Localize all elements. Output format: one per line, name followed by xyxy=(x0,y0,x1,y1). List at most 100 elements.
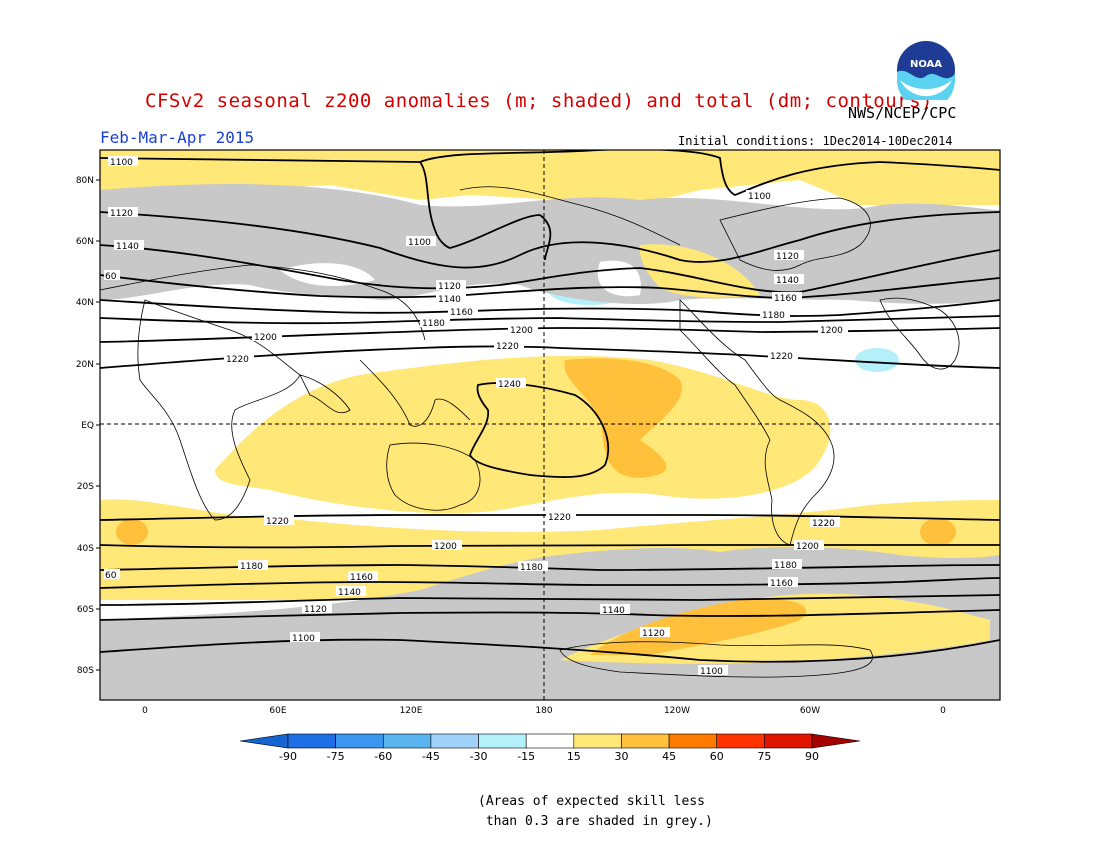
contour-label-60-north: 60 xyxy=(105,272,117,282)
noaa-logo-icon: NOAA xyxy=(897,41,955,100)
initial-conditions-label: Initial conditions: 1Dec2014-10Dec2014 xyxy=(678,134,953,148)
anomaly-region-pacific-high xyxy=(564,358,682,478)
colorbar-tick-label: -15 xyxy=(517,750,535,763)
lat-label-80s: 80S xyxy=(77,666,94,676)
lat-axis: 80N 60N 40N 20N EQ 20S 40S 60S 80S xyxy=(76,176,100,676)
lon-label-180: 180 xyxy=(535,706,552,716)
colorbar-arrow-low xyxy=(239,733,289,749)
contour-label-1160-a: 1160 xyxy=(450,308,473,318)
colorbar-tick-label: 45 xyxy=(662,750,676,763)
contour-label-1120-a: 1120 xyxy=(110,209,133,219)
contour-label-1120-b: 1120 xyxy=(438,282,461,292)
colorbar-tick-label: 30 xyxy=(614,750,628,763)
contour-label-1220-e: 1220 xyxy=(548,513,571,523)
skill-footnote: (Areas of expected skill less than 0.3 a… xyxy=(478,792,713,832)
colorbar-segment xyxy=(430,733,479,749)
contour-label-1240: 1240 xyxy=(498,380,521,390)
colorbar-arrow-high xyxy=(811,733,861,749)
contour-label-1200-b: 1200 xyxy=(510,326,533,336)
colorbar-segment xyxy=(382,733,432,749)
contour-label-1100-e: 1100 xyxy=(700,667,723,677)
lon-label-120e: 120E xyxy=(400,706,423,716)
contour-label-1160-c: 1160 xyxy=(350,573,373,583)
contour-label-1200-a: 1200 xyxy=(254,333,277,343)
lat-label-80n: 80N xyxy=(76,176,94,186)
logo-text: NOAA xyxy=(910,59,942,70)
lon-label-60e: 60E xyxy=(269,706,286,716)
colorbar-segment xyxy=(668,733,718,749)
contour-label-1180-c: 1180 xyxy=(240,562,263,572)
contour-label-1100-c: 1100 xyxy=(748,192,771,202)
contour-label-1220-a: 1220 xyxy=(226,355,249,365)
colorbar-tick-label: 15 xyxy=(567,750,581,763)
lon-label-120w: 120W xyxy=(664,706,690,716)
colorbar-segment xyxy=(525,733,575,749)
contour-label-1200-e: 1200 xyxy=(796,542,819,552)
colorbar-tick-label: -30 xyxy=(470,750,488,763)
contour-label-1100-a: 1100 xyxy=(110,158,133,168)
colorbar-tick-label: -45 xyxy=(422,750,440,763)
contour-label-1180-a: 1180 xyxy=(422,319,445,329)
footnote-line-1: (Areas of expected skill less xyxy=(478,794,705,809)
colorbar-tick-label: -75 xyxy=(327,750,345,763)
colorbar-segment xyxy=(621,733,670,749)
anomaly-region-south-atlantic-west xyxy=(116,519,148,545)
colorbar-tick-label: 75 xyxy=(757,750,771,763)
anomaly-region-arctic xyxy=(100,150,1000,205)
lat-label-60s: 60S xyxy=(77,605,94,615)
colorbar-segment xyxy=(573,733,622,749)
contour-label-1220-c: 1220 xyxy=(770,352,793,362)
chart-title: CFSv2 seasonal z200 anomalies (m; shaded… xyxy=(145,90,933,112)
contour-label-1200-d: 1200 xyxy=(434,542,457,552)
season-label: Feb-Mar-Apr 2015 xyxy=(100,128,255,147)
colorbar-tick-label: 60 xyxy=(710,750,724,763)
low-skill-pole-strip xyxy=(100,665,1000,700)
colorbar-segment xyxy=(478,733,527,749)
contour-label-group: 1100 1100 1100 1120 1120 1120 1140 1140 … xyxy=(104,156,848,677)
colorbar-tick-label: -60 xyxy=(374,750,392,763)
contour-label-1220-f: 1220 xyxy=(812,519,835,529)
lon-axis: 0 60E 120E 180 120W 60W 0 xyxy=(142,706,946,716)
contour-label-1140-d: 1140 xyxy=(338,588,361,598)
lat-label-40s: 40S xyxy=(77,544,94,554)
contour-label-60-south: 60 xyxy=(105,571,117,581)
contour-label-1140-a: 1140 xyxy=(116,242,139,252)
anomaly-region-south-atlantic xyxy=(920,518,956,546)
lat-label-eq: EQ xyxy=(81,421,94,431)
lon-label-60w: 60W xyxy=(800,706,820,716)
lat-label-40n: 40N xyxy=(76,298,94,308)
contour-label-1160-d: 1160 xyxy=(770,579,793,589)
contour-label-1180-b: 1180 xyxy=(762,311,785,321)
anomaly-region-atlantic-neg xyxy=(855,348,899,372)
low-skill-north-hole-a xyxy=(280,263,375,286)
low-skill-south-peak xyxy=(590,598,807,655)
contour-label-1160-b: 1160 xyxy=(774,294,797,304)
lon-label-0-west: 0 xyxy=(142,706,148,716)
contour-label-1180-d: 1180 xyxy=(520,563,543,573)
colorbar-segment xyxy=(764,733,813,749)
lat-label-60n: 60N xyxy=(76,237,94,247)
contour-lines xyxy=(100,150,1000,663)
colorbar-segment xyxy=(716,733,765,749)
colorbar-segment xyxy=(335,733,384,749)
lat-label-20s: 20S xyxy=(77,482,94,492)
contour-label-1200-c: 1200 xyxy=(820,326,843,336)
contour-label-1120-d: 1120 xyxy=(304,605,327,615)
lat-label-20n: 20N xyxy=(76,360,94,370)
contour-label-1140-b: 1140 xyxy=(438,295,461,305)
contour-label-1140-c: 1140 xyxy=(776,276,799,286)
footnote-line-2: than 0.3 are shaded in grey.) xyxy=(485,814,713,829)
colorbar-tick-label: -90 xyxy=(279,750,297,763)
colorbar-tick-label: 90 xyxy=(805,750,819,763)
contour-label-1140-e: 1140 xyxy=(602,606,625,616)
contour-label-1120-e: 1120 xyxy=(642,629,665,639)
contour-label-1220-b: 1220 xyxy=(496,342,519,352)
colorbar: -90 -75 -60 -45 -30 -15 15 30 45 60 75 90 xyxy=(239,733,861,763)
contour-label-1100-d: 1100 xyxy=(292,634,315,644)
contour-label-1120-c: 1120 xyxy=(776,252,799,262)
contour-label-1100-b: 1100 xyxy=(408,238,431,248)
agency-label: NWS/NCEP/CPC xyxy=(848,104,957,122)
colorbar-segment xyxy=(287,733,336,749)
lon-label-0-east: 0 xyxy=(940,706,946,716)
